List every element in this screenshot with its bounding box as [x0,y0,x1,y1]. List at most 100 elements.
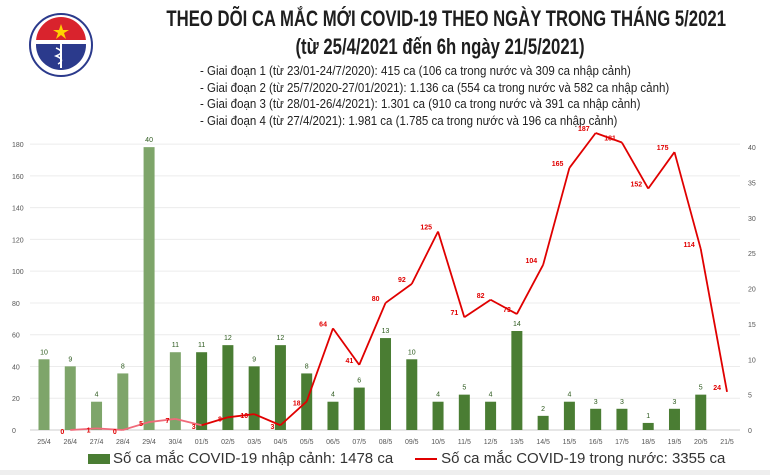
x-tick-label: 13/5 [510,439,524,446]
x-tick-label: 25/4 [37,439,51,446]
bar-data-label: 11 [198,342,205,349]
left-tick-label: 60 [12,333,20,340]
bar-data-label: 14 [513,321,521,328]
x-tick-label: 29/4 [142,439,156,446]
x-tick-label: 12/5 [484,439,498,446]
legend: Số ca mắc COVID-19 nhập cảnh: 1478 ca Số… [88,450,725,468]
left-tick-label: 140 [12,206,24,213]
bar-data-label: 8 [121,363,125,370]
x-tick-label: 14/5 [536,439,550,446]
x-tick-label: 11/5 [458,439,471,446]
line-segment [463,299,492,318]
line-data-label: 92 [398,277,406,284]
bar-data-label: 10 [40,349,48,356]
bar-data-label: 40 [145,137,153,144]
line-segment [490,298,518,315]
note-line: - Giai đoạn 3 (từ 28/01-26/4/2021): 1.30… [200,97,641,111]
x-tick-label: 06/5 [326,439,340,446]
bar-data-label: 12 [224,335,232,342]
note-line: - Giai đoạn 4 (từ 27/4/2021): 1.981 ca (… [200,113,618,128]
line-data-label: 73 [503,307,511,314]
line-data-label: 0 [113,429,117,436]
line-segment [673,151,702,250]
bar-data-label: 9 [68,356,72,363]
line-segment [332,327,360,366]
x-tick-label: 03/5 [247,439,261,446]
legend-line-label: Số ca mắc COVID-19 trong nước: 3355 ca [441,450,726,467]
x-tick-label: 02/5 [221,439,235,446]
legend-bars-label: Số ca mắc COVID-19 nhập cảnh: 1478 ca [113,450,394,467]
line-segment [516,264,544,315]
line-data-label: 10 [240,413,248,420]
bar-data-label: 4 [567,392,571,399]
bar [327,401,339,430]
x-tick-label: 09/5 [405,439,419,446]
bar-data-label: 3 [673,399,677,406]
right-tick-label: 20 [748,287,756,294]
bar [616,408,628,430]
right-tick-label: 15 [748,322,756,329]
bar [64,366,76,430]
x-tick-label: 20/5 [694,439,708,446]
bar-data-label: 1 [646,413,650,420]
line-segment [201,416,229,427]
x-tick-label: 08/5 [379,439,393,446]
line-data-label: 71 [451,310,459,317]
x-tick-label: 19/5 [668,439,682,446]
left-tick-label: 100 [12,269,24,276]
left-tick-label: 0 [12,428,16,435]
line-segment [122,421,150,431]
bar [642,422,654,430]
bar [143,147,155,430]
x-tick-label: 15/5 [563,439,577,446]
right-tick-label: 25 [748,251,756,258]
line-data-label: 165 [552,161,564,168]
x-tick-label: 18/5 [641,439,655,446]
line-segment [437,231,466,318]
bar [169,352,181,430]
line-data-label: 3 [271,424,275,431]
line-segment [305,328,334,402]
line-segment [647,151,676,190]
bar-data-label: 9 [252,356,256,363]
stage-notes: - Giai đoạn 1 (từ 23/01-24/7/2020): 415 … [200,63,669,129]
bar-data-label: 12 [277,335,285,342]
line-data-label: 80 [372,296,380,303]
chart: 0204060801001201401601800510152025303540… [12,126,756,446]
x-tick-label: 10/5 [431,439,445,446]
x-tick-label: 27/4 [90,439,104,446]
line-data-label: 125 [420,224,432,231]
bar [222,345,234,430]
bar [485,401,497,430]
x-tick-label: 16/5 [589,439,603,446]
line-segment [384,283,413,304]
bar [196,352,208,430]
line-data-label: 18 [293,400,301,407]
bottom-strip [0,470,770,475]
left-tick-label: 40 [12,364,20,371]
line-data-label: 181 [604,136,616,143]
bar-data-label: 5 [699,385,703,392]
chart-subtitle: (từ 25/4/2021 đến 6h ngày 21/5/2021) [295,34,585,59]
bar [117,373,129,430]
line-segment [410,231,439,285]
bar [511,331,523,430]
bar [432,401,444,430]
left-tick-label: 20 [12,396,20,403]
left-tick-label: 180 [12,142,24,149]
bar [91,401,103,430]
line-data-label: 8 [218,416,222,423]
bar [695,394,707,430]
x-tick-label: 21/5 [720,439,734,446]
line-data-label: 152 [631,182,643,189]
line-data-label: 175 [657,145,669,152]
bar [537,415,549,430]
line-segment [358,302,387,366]
bar-data-label: 2 [541,406,545,413]
bar [458,394,470,430]
note-line: - Giai đoạn 1 (từ 23/01-24/7/2020): 415 … [200,64,631,78]
note-line: - Giai đoạn 2 (từ 25/7/2020-27/01/2021):… [200,80,670,95]
x-tick-label: 05/5 [300,439,314,446]
bar-data-label: 8 [305,363,309,370]
